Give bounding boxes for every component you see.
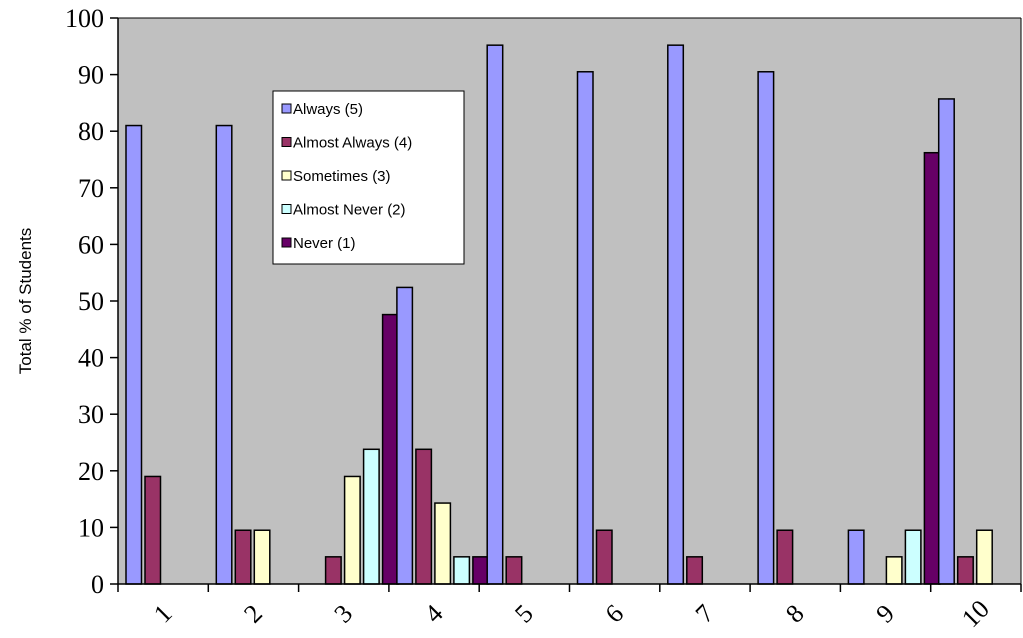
bar [937,98,955,585]
legend-swatch [281,103,292,114]
bar [576,71,594,585]
y-tick-label: 90 [78,61,104,90]
legend-swatch [281,170,292,181]
x-tick-label: 9 [870,599,900,629]
x-axis-ticks: 1 2 3 4 5 6 7 8 9 10 [117,584,1022,633]
bar [923,151,941,585]
bar [595,529,613,585]
bar [434,502,452,585]
bar [486,44,504,585]
y-tick-label: 0 [91,570,104,599]
bar [904,529,922,585]
bar [253,529,271,585]
y-tick-label: 100 [65,4,104,33]
y-tick-label: 10 [78,513,104,542]
y-tick-label: 80 [78,117,104,146]
x-tick-label: 10 [956,594,995,633]
bar [234,529,252,585]
x-tick-label: 5 [509,599,539,629]
bar [362,448,380,585]
bar [381,313,399,585]
legend: Always (5) Almost Always (4) Sometimes (3)… [272,90,465,265]
bar [686,556,704,585]
y-tick-label: 20 [78,457,104,486]
y-axis-ticks: 0 10 20 30 40 50 60 70 80 90 100 [65,4,118,599]
legend-box [272,90,465,265]
bar [975,529,993,585]
y-tick-label: 50 [78,287,104,316]
x-tick-label: 8 [780,599,810,629]
x-tick-label: 3 [329,599,359,629]
bar [144,475,162,585]
y-tick-label: 60 [78,230,104,259]
bar [847,529,865,585]
bar [453,556,471,585]
legend-swatch [281,137,292,147]
bar [215,124,233,585]
legend-label: Sometimes (3) [293,168,391,185]
plot-area [118,18,1021,584]
bar [667,44,685,585]
y-axis-title: Total % of Students [16,228,35,374]
x-tick-label: 2 [238,599,268,629]
bar [415,448,433,585]
y-tick-label: 40 [78,344,104,373]
bar [757,71,775,585]
bar [956,556,974,585]
bar [776,529,794,585]
legend-label: Always (5) [293,101,363,118]
bars [125,44,993,585]
x-tick-label: 1 [148,599,178,629]
bar [396,286,414,585]
x-tick-label: 7 [690,599,720,629]
y-tick-label: 70 [78,174,104,203]
bar [505,556,523,585]
legend-swatch [281,204,292,214]
bar [125,124,143,585]
bar [343,475,361,585]
x-tick-label: 6 [599,599,629,629]
bar [324,556,342,585]
bar [885,556,903,585]
y-tick-label: 30 [78,400,104,429]
legend-label: Almost Always (4) [293,135,412,152]
bar [472,556,490,585]
legend-label: Never (1) [293,235,356,252]
legend-swatch [281,237,292,248]
x-tick-label: 4 [419,599,449,629]
legend-label: Almost Never (2) [293,202,406,219]
